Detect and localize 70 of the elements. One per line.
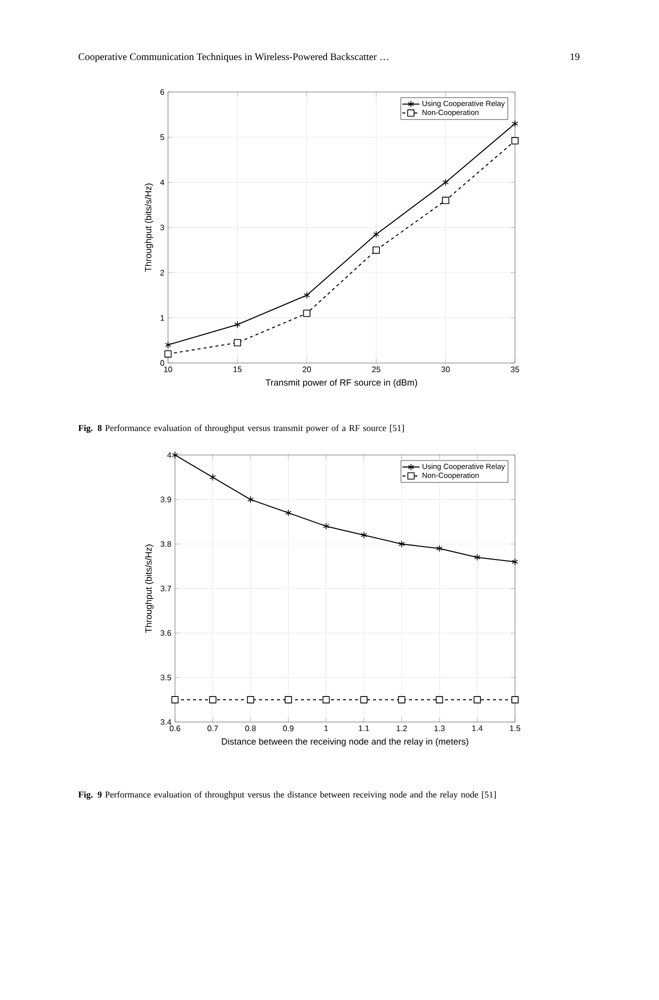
y-tick-label: 5: [160, 134, 164, 140]
x-tick-label: 0.7: [208, 726, 218, 732]
y-tick-label: 6: [160, 89, 164, 95]
y-tick-label: 3: [160, 224, 164, 230]
point: [234, 321, 241, 328]
x-tick-label: 0.9: [283, 726, 294, 732]
y-tick-label: 1: [160, 315, 164, 321]
x-tick-label: 15: [234, 366, 242, 372]
point: [474, 696, 481, 704]
point: [398, 540, 405, 548]
point: [373, 230, 380, 238]
x-tick-label: 10: [164, 366, 172, 372]
point: [512, 120, 518, 128]
point: [322, 522, 330, 530]
point: [209, 696, 216, 704]
point: [210, 474, 216, 481]
point: [511, 696, 519, 704]
point: [246, 696, 254, 704]
point: [512, 558, 518, 566]
x-tick-label: 1.5: [510, 726, 520, 732]
x-tick-label: 35: [510, 366, 520, 372]
text: Cooperative Communication Techniques in Wireless-Powered Backscatter …: [78, 53, 388, 62]
point: [442, 178, 449, 186]
x-tick-label: 25: [372, 366, 380, 372]
y-tick-label: 2: [160, 270, 164, 276]
point: [164, 341, 172, 349]
point: [304, 292, 310, 299]
x-tick-label: 1.3: [434, 726, 445, 732]
y-tick-label: 3.5: [160, 674, 172, 680]
y-tick-label: 0: [160, 360, 164, 366]
point: [164, 350, 172, 358]
point: [398, 696, 406, 704]
text: 19: [570, 53, 580, 60]
point: [436, 696, 444, 704]
x-tick-label: 0.6: [170, 726, 180, 732]
y-tick-label: 4: [167, 452, 172, 458]
point: [360, 696, 368, 704]
x-tick-label: 1: [324, 726, 328, 732]
point: [511, 137, 519, 144]
y-tick-label: 3.9: [160, 496, 172, 502]
point: [474, 554, 480, 561]
text: Fig. 9 Performance evaluation of throughput versus the distance between receiving node and the relay node [51]: [78, 791, 496, 800]
x-axis-title: Distance between the receiving node and the relay in (meters): [222, 738, 468, 746]
point: [234, 339, 241, 346]
text: Fig. 8 Performance evaluation of throughput versus transmit power of a RF source [51]: [78, 424, 404, 433]
y-tick-label: 3.4: [160, 719, 172, 725]
point: [172, 451, 178, 459]
point: [284, 696, 292, 704]
point: [372, 246, 380, 254]
y-tick-label: 3.7: [160, 586, 172, 592]
point: [360, 532, 368, 539]
x-tick-label: 1.2: [396, 726, 407, 732]
point: [442, 196, 450, 204]
y-tick-label: 3.8: [160, 541, 172, 547]
x-axis-title: Transmit power of RF source in (dBm): [266, 379, 418, 388]
y-axis-title: Throughput (bits/s/Hz): [144, 184, 154, 272]
point: [436, 544, 443, 552]
point: [322, 696, 330, 704]
point: [171, 696, 179, 704]
x-tick-label: 1.4: [472, 726, 483, 732]
point: [285, 509, 292, 516]
point: [303, 310, 310, 317]
y-tick-label: 4: [160, 180, 164, 186]
y-axis-title: Throughput (bits/s/Hz): [145, 544, 154, 633]
x-tick-label: 20: [302, 366, 311, 372]
x-tick-label: 0.8: [245, 726, 256, 732]
x-tick-label: 30: [441, 366, 450, 372]
y-tick-label: 3.6: [160, 630, 172, 636]
point: [247, 496, 254, 504]
x-tick-label: 1.1: [358, 726, 370, 732]
